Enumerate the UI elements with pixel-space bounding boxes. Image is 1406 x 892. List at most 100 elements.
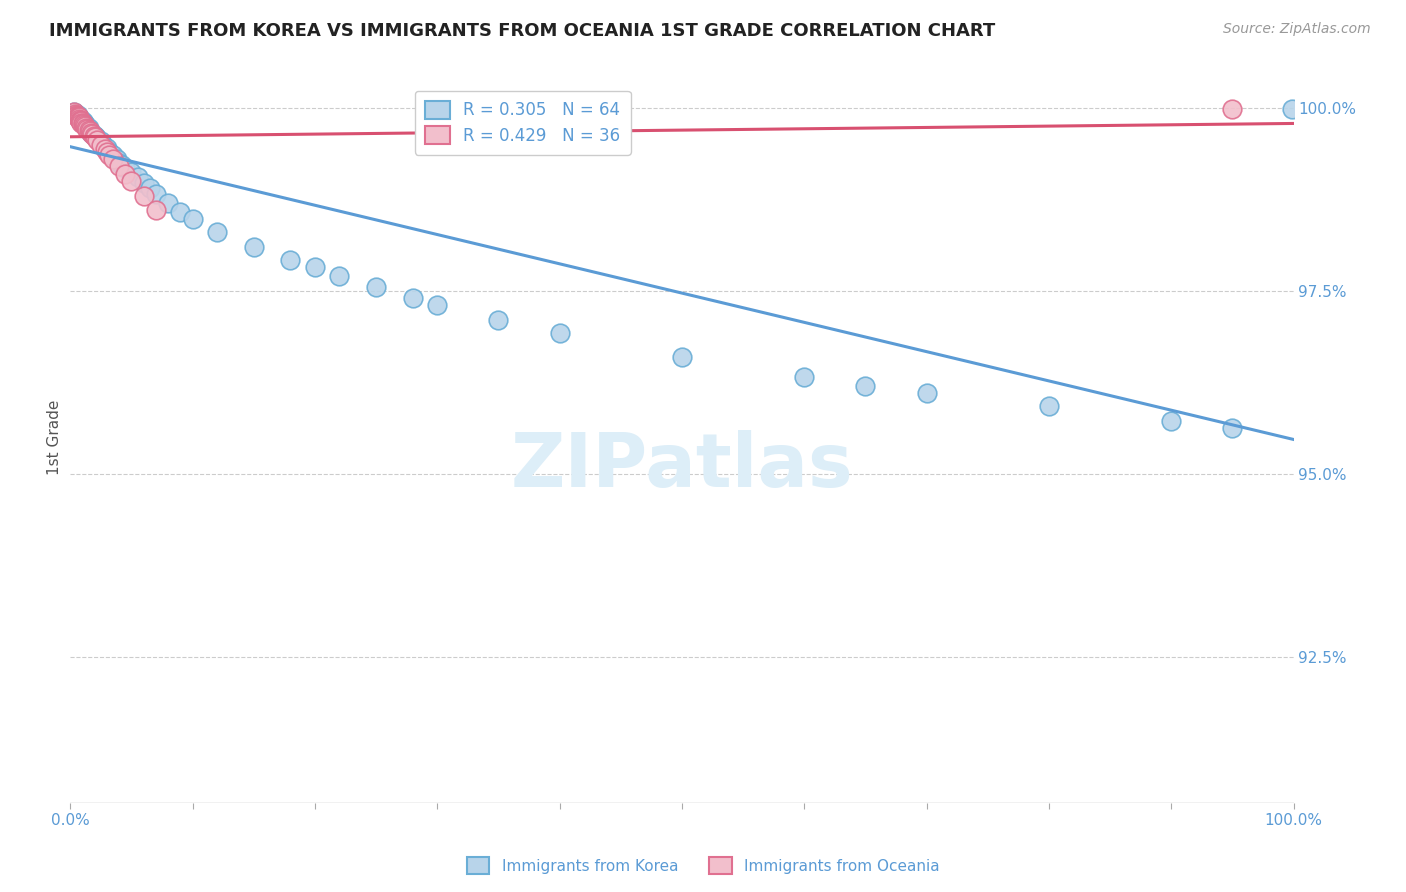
Point <box>1160 414 1182 428</box>
Point <box>75 119 97 133</box>
Point <box>121 174 143 188</box>
Point <box>93 142 115 156</box>
Point <box>76 122 98 136</box>
Point <box>67 111 90 125</box>
Point <box>132 188 155 202</box>
Point <box>72 115 94 129</box>
Point <box>63 106 86 120</box>
Point <box>91 137 114 152</box>
Point <box>80 126 103 140</box>
Point <box>79 124 101 138</box>
Legend: R = 0.305   N = 64, R = 0.429   N = 36: R = 0.305 N = 64, R = 0.429 N = 36 <box>415 91 631 154</box>
Point <box>1222 103 1244 117</box>
Point <box>205 225 228 239</box>
Point <box>121 165 143 179</box>
Point <box>65 108 87 122</box>
Point <box>402 291 425 305</box>
Point <box>304 260 326 275</box>
Point <box>96 141 118 155</box>
Point <box>132 176 155 190</box>
Point <box>366 280 388 294</box>
Point <box>73 118 96 132</box>
Point <box>63 105 86 120</box>
Point <box>101 148 124 162</box>
Point <box>111 158 134 172</box>
Point <box>82 128 104 142</box>
Point <box>181 212 204 227</box>
Point <box>915 386 938 401</box>
Point <box>108 155 131 169</box>
Point <box>83 128 105 143</box>
Point <box>70 113 93 128</box>
Point <box>90 134 112 148</box>
Legend: Immigrants from Korea, Immigrants from Oceania: Immigrants from Korea, Immigrants from O… <box>460 851 946 880</box>
Point <box>75 120 97 135</box>
Point <box>73 117 96 131</box>
Point <box>65 107 87 121</box>
Point <box>90 137 112 152</box>
Point <box>65 107 87 121</box>
Point <box>101 152 124 166</box>
Point <box>169 204 191 219</box>
Point <box>280 253 302 268</box>
Point <box>67 111 90 125</box>
Point <box>145 203 167 218</box>
Point <box>69 112 91 127</box>
Point <box>72 115 94 129</box>
Point <box>96 145 118 159</box>
Point <box>77 121 100 136</box>
Point <box>671 350 693 364</box>
Point <box>1038 400 1060 414</box>
Point <box>73 116 96 130</box>
Point <box>114 161 136 175</box>
Point <box>69 113 91 128</box>
Point <box>127 170 149 185</box>
Point <box>66 108 89 122</box>
Point <box>63 107 86 121</box>
Point <box>488 313 510 327</box>
Point <box>83 130 105 145</box>
Point <box>77 123 100 137</box>
Point <box>114 167 136 181</box>
Point <box>426 298 449 312</box>
Point <box>66 110 89 124</box>
Point <box>76 120 98 135</box>
Y-axis label: 1st Grade: 1st Grade <box>46 400 62 475</box>
Point <box>1281 103 1303 117</box>
Text: ZIPatlas: ZIPatlas <box>510 430 853 503</box>
Point <box>69 114 91 128</box>
Point <box>145 187 167 202</box>
Point <box>69 112 91 126</box>
Point <box>70 115 93 129</box>
Point <box>139 181 162 195</box>
Point <box>66 111 89 125</box>
Point <box>73 117 96 131</box>
Point <box>1222 421 1244 435</box>
Point <box>70 114 93 128</box>
Point <box>63 104 86 119</box>
Point <box>73 119 96 133</box>
Point <box>105 152 128 166</box>
Text: Source: ZipAtlas.com: Source: ZipAtlas.com <box>1223 22 1371 37</box>
Point <box>86 131 108 145</box>
Point <box>84 130 107 145</box>
Point <box>157 196 180 211</box>
Point <box>548 326 571 341</box>
Point <box>80 126 103 140</box>
Point <box>70 115 93 129</box>
Point <box>83 128 105 143</box>
Point <box>67 110 90 124</box>
Text: IMMIGRANTS FROM KOREA VS IMMIGRANTS FROM OCEANIA 1ST GRADE CORRELATION CHART: IMMIGRANTS FROM KOREA VS IMMIGRANTS FROM… <box>49 22 995 40</box>
Point <box>243 240 266 254</box>
Point <box>793 370 815 384</box>
Point <box>79 124 101 138</box>
Point <box>66 109 89 123</box>
Point <box>65 109 87 123</box>
Point <box>82 128 104 142</box>
Point <box>83 128 105 142</box>
Point <box>98 145 121 159</box>
Point <box>77 123 100 137</box>
Point <box>98 147 121 161</box>
Point <box>67 112 90 126</box>
Point <box>855 379 877 393</box>
